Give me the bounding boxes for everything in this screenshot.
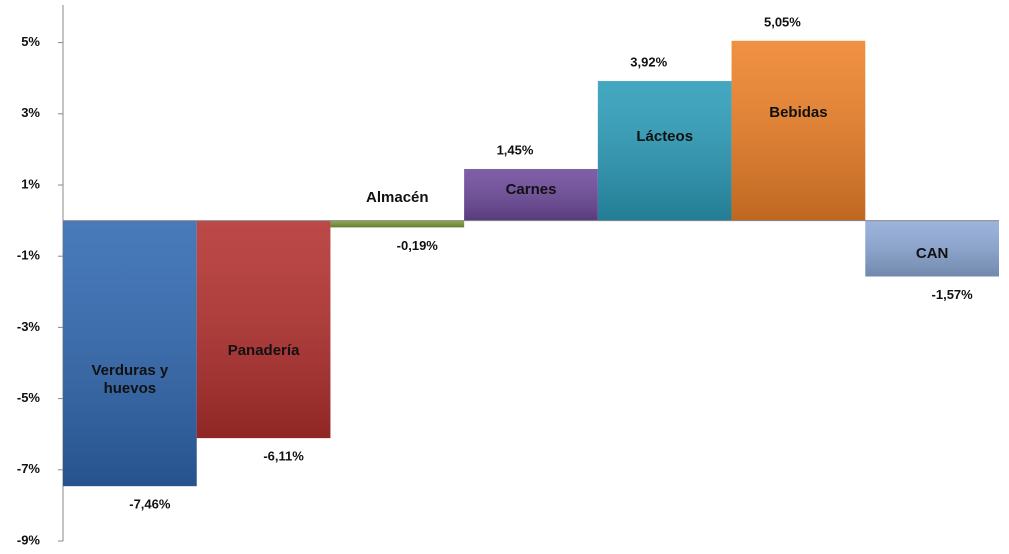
value-label: -7,46% — [129, 497, 171, 512]
y-tick-label: -1% — [17, 248, 41, 263]
value-label: 5,05% — [764, 14, 801, 29]
value-label: -1,57% — [932, 287, 974, 302]
bar-shade — [597, 81, 732, 221]
value-label: -6,11% — [263, 449, 304, 464]
value-label: -0,19% — [397, 238, 439, 253]
category-label: Carnes — [505, 180, 557, 198]
bar-shade — [865, 220, 999, 277]
value-label: 1,45% — [497, 142, 534, 157]
category-label: CAN — [915, 245, 949, 263]
value-label: 3,92% — [630, 54, 667, 69]
bar-shade — [63, 220, 197, 487]
y-tick-label: -9% — [17, 532, 41, 547]
bar-shade — [464, 168, 598, 221]
y-tick-label: -5% — [17, 390, 41, 405]
y-tick-label: -7% — [17, 461, 41, 476]
bar-shade — [330, 220, 465, 228]
category-label: Bebidas — [769, 103, 828, 121]
y-tick-label: 1% — [21, 176, 40, 191]
bar-shade — [731, 40, 866, 221]
y-tick-label: 3% — [21, 105, 40, 120]
category-label: Panadería — [227, 342, 300, 360]
category-label: Verduras y huevos — [91, 361, 169, 397]
bar-shade — [196, 220, 331, 439]
category-label: Almacén — [366, 188, 429, 206]
y-tick-label: -3% — [17, 319, 41, 334]
y-tick-label: 5% — [21, 34, 40, 49]
category-label: Lácteos — [636, 127, 694, 145]
